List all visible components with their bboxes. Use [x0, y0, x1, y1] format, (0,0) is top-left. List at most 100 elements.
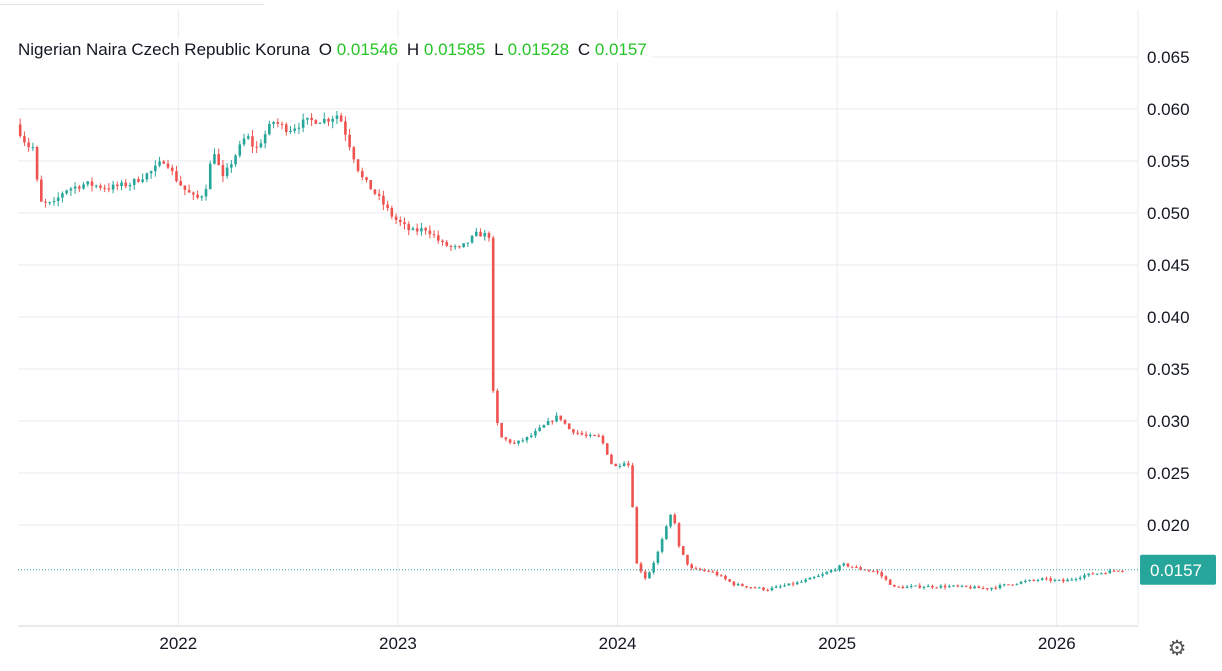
price-tick-label: 0.065	[1147, 48, 1190, 67]
candle-body	[61, 193, 64, 198]
candle-body	[225, 167, 229, 177]
candle-body	[572, 429, 575, 433]
candle-body	[812, 576, 816, 578]
candle-body	[943, 585, 947, 588]
price-axis[interactable]: 0.020 0.025 0.030 0.035 0.040 0.045 0.050 0.055…	[1147, 48, 1190, 535]
candle-body	[276, 122, 280, 124]
candle-body	[757, 587, 761, 589]
candle-body	[99, 185, 102, 188]
candle-body	[614, 463, 617, 467]
candle-body	[310, 117, 313, 121]
candle-body	[584, 434, 588, 436]
candle-body	[500, 423, 503, 438]
candle-body	[365, 177, 368, 181]
candle-body	[213, 154, 216, 164]
candle-body	[23, 136, 26, 143]
candle-body	[234, 155, 237, 165]
candle-body	[306, 117, 309, 120]
candle-body	[124, 182, 128, 187]
legend-low-value: 0.01528	[507, 40, 570, 59]
candle-body	[931, 585, 934, 588]
candle-body	[386, 204, 389, 208]
candle-body	[192, 192, 195, 195]
candle-body	[939, 585, 943, 588]
candle-body	[52, 200, 56, 203]
candle-body	[521, 440, 525, 442]
candle-body	[314, 120, 318, 124]
candle-body	[960, 585, 964, 587]
candle-body	[230, 164, 233, 168]
candle-body	[846, 563, 850, 567]
candle-body	[652, 562, 655, 573]
candle-body	[597, 435, 601, 437]
candle-body	[1011, 584, 1014, 586]
candle-body	[867, 570, 871, 572]
candle-body	[1083, 575, 1086, 578]
price-tick-label: 0.045	[1147, 256, 1190, 275]
candle-body	[1108, 570, 1112, 574]
time-axis[interactable]: 2022 2023 2024 2025 2026	[159, 634, 1075, 653]
gear-icon[interactable]: ⚙	[1167, 637, 1187, 660]
candle-body	[154, 165, 157, 172]
candle-body	[432, 234, 436, 236]
candle-body	[517, 440, 520, 444]
candle-body	[394, 216, 398, 220]
candle-body	[817, 575, 820, 577]
candle-body	[1116, 570, 1120, 572]
legend-open-label: O	[318, 40, 332, 59]
candle-body	[648, 572, 651, 579]
candle-body	[65, 190, 68, 194]
legend-close-value: 0.0157	[594, 40, 647, 59]
candle-body	[458, 246, 461, 248]
candle-body	[1066, 579, 1069, 582]
candle-body	[880, 572, 884, 577]
candle-body	[795, 582, 799, 585]
candle-body	[251, 136, 254, 147]
candle-body	[855, 567, 858, 569]
candle-body	[242, 138, 246, 145]
candle-body	[745, 586, 748, 588]
ohlc-legend: Nigerian Naira Czech Republic Koruna O 0…	[18, 38, 653, 62]
candle-body	[398, 219, 402, 223]
candle-body	[698, 568, 702, 571]
candle-body	[681, 546, 685, 555]
candle-body	[969, 586, 972, 589]
candle-body	[690, 564, 693, 569]
candle-body	[103, 187, 106, 189]
candle-body	[766, 590, 770, 592]
candle-body	[407, 224, 411, 231]
candle-body	[589, 434, 592, 436]
candle-body	[538, 427, 541, 432]
candle-body	[905, 586, 909, 589]
candle-body	[263, 134, 267, 144]
candle-body	[35, 147, 39, 180]
candle-body	[149, 171, 153, 174]
candle-body	[627, 463, 630, 466]
candle-body	[158, 161, 161, 166]
candle-body	[546, 420, 550, 426]
candle-body	[1049, 578, 1052, 581]
candle-body	[377, 193, 381, 196]
price-tick-label: 0.050	[1147, 204, 1190, 223]
candle-body	[352, 147, 356, 160]
candle-body	[475, 231, 478, 236]
candle-body	[162, 161, 166, 164]
candle-body	[1057, 579, 1061, 581]
candle-body	[200, 196, 204, 198]
candle-body	[580, 432, 584, 435]
candle-body	[373, 189, 377, 194]
candle-body	[639, 563, 643, 572]
candle-body	[246, 136, 250, 139]
candle-body	[86, 181, 90, 185]
candle-body	[707, 570, 710, 572]
candle-body	[559, 415, 563, 420]
candle-body	[1053, 579, 1057, 581]
candle-body	[268, 123, 271, 135]
candle-body	[116, 184, 119, 187]
candle-body	[567, 423, 571, 430]
candle-body	[1040, 578, 1044, 580]
candle-body	[859, 567, 862, 570]
candle-body	[884, 576, 888, 580]
candle-body	[804, 579, 808, 582]
